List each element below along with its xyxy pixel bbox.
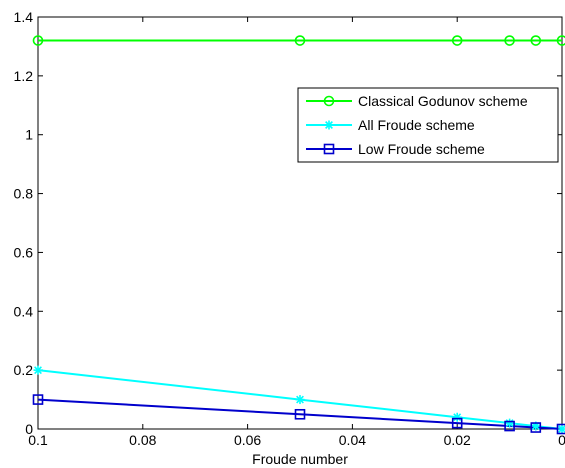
star-series-point (295, 395, 305, 405)
legend-marker (323, 143, 335, 155)
series-markers (32, 35, 565, 435)
square-series-point (556, 423, 565, 435)
legend-marker (324, 120, 334, 130)
circle-series-point (32, 35, 44, 46)
star-series-point (557, 424, 565, 434)
x-tick-label: 0.04 (339, 432, 366, 448)
square-series-point (294, 408, 306, 420)
x-tick-label: 0 (558, 432, 565, 448)
star-series-point (452, 412, 462, 422)
circle-series-point (504, 35, 515, 46)
y-tick-label: 0.6 (14, 244, 34, 260)
square-series-point (504, 420, 515, 432)
y-tick-label: 0 (25, 421, 33, 437)
circle-series-point (556, 35, 565, 46)
y-tick-label: 0.2 (14, 362, 34, 378)
circle-series-point (451, 35, 463, 46)
x-tick-label: 0.1 (28, 432, 48, 448)
y-tick-label: 1.4 (14, 9, 34, 25)
axis-tick-labels: 0.1 0.08 0.06 0.04 0.02 0 0 0.2 0.4 0.6 0.8 1 1.2 1.4 (14, 9, 565, 448)
square-series-point (32, 394, 44, 405)
x-tick-label: 0.02 (444, 432, 471, 448)
x-tick-label: 0.06 (234, 432, 261, 448)
legend-label: Classical Godunov scheme (358, 93, 528, 109)
y-tick-label: 1 (25, 127, 33, 143)
y-tick-label: 0.4 (14, 303, 34, 319)
y-tick-label: 1.2 (14, 68, 34, 84)
plot-area (37, 16, 563, 430)
legend-label: Low Froude scheme (358, 141, 485, 157)
x-axis-label: Froude number (252, 451, 348, 467)
y-tick-label: 0.8 (14, 186, 34, 202)
legend-item: All Froude scheme (306, 117, 475, 133)
x-tick-label: 0.08 (129, 432, 156, 448)
axis-ticks (37, 16, 563, 430)
star-series-point (33, 365, 43, 375)
legend: Classical Godunov scheme All Froude schem… (297, 87, 559, 163)
circle-series-point (530, 35, 542, 46)
circle-series-point (294, 35, 306, 46)
legend-item: Low Froude scheme (306, 141, 485, 157)
square-series-point (530, 422, 542, 433)
square-series-point (451, 417, 463, 429)
legend-marker (323, 95, 335, 107)
star-series-point (505, 418, 515, 428)
legend-item: Classical Godunov scheme (306, 93, 528, 109)
legend-label: All Froude scheme (358, 117, 475, 133)
